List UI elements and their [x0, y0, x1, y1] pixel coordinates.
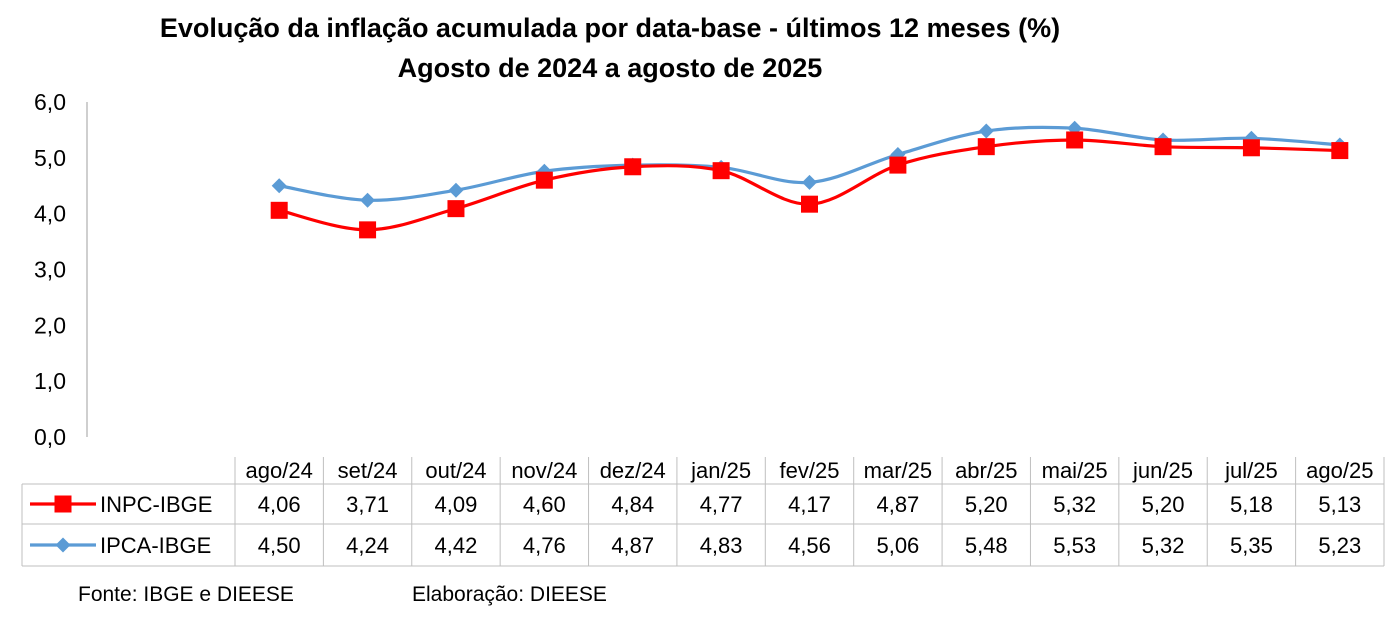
data-value-label: 4,87	[611, 533, 654, 558]
data-value-label: 4,76	[523, 533, 566, 558]
data-point-inpc-ibge	[624, 158, 642, 176]
x-category-label: jul/25	[1224, 458, 1278, 483]
x-category-label: mar/25	[864, 458, 932, 483]
data-value-label: 4,56	[788, 533, 831, 558]
data-value-label: 5,32	[1053, 492, 1096, 517]
data-point-inpc-ibge	[447, 200, 465, 218]
data-value-label: 4,42	[435, 533, 478, 558]
legend-marker-ipca-ibge	[55, 537, 71, 553]
data-point-inpc-ibge	[1066, 131, 1084, 149]
data-value-label: 5,35	[1230, 533, 1273, 558]
y-tick-label: 6,0	[34, 89, 66, 115]
y-tick-label: 5,0	[34, 145, 66, 171]
data-point-inpc-ibge	[270, 201, 288, 219]
x-category-label: dez/24	[600, 458, 666, 483]
x-category-label: out/24	[425, 458, 486, 483]
data-value-label: 4,06	[258, 492, 301, 517]
data-value-label: 4,50	[258, 533, 301, 558]
x-category-label: mai/25	[1042, 458, 1108, 483]
y-tick-label: 4,0	[34, 201, 66, 227]
data-value-label: 5,32	[1142, 533, 1185, 558]
data-value-label: 5,23	[1318, 533, 1361, 558]
y-tick-label: 3,0	[34, 257, 66, 283]
x-category-label: fev/25	[780, 458, 840, 483]
data-point-ipca-ibge	[271, 178, 287, 194]
legend-marker-inpc-ibge	[54, 495, 72, 513]
x-category-label: ago/25	[1306, 458, 1373, 483]
data-value-label: 5,20	[1142, 492, 1185, 517]
legend-label: IPCA-IBGE	[100, 533, 211, 558]
x-category-label: jan/25	[690, 458, 751, 483]
data-value-label: 4,17	[788, 492, 831, 517]
data-point-inpc-ibge	[977, 138, 995, 156]
chart-title: Evolução da inflação acumulada por data-…	[159, 13, 1061, 43]
data-value-label: 4,84	[611, 492, 654, 517]
data-point-inpc-ibge	[359, 221, 377, 239]
data-point-inpc-ibge	[1242, 139, 1260, 157]
legend-label: INPC-IBGE	[100, 492, 212, 517]
data-value-label: 5,06	[876, 533, 919, 558]
elaboration-note: Elaboração: DIEESE	[412, 583, 607, 606]
data-value-label: 5,18	[1230, 492, 1273, 517]
data-value-label: 4,60	[523, 492, 566, 517]
data-value-label: 4,87	[876, 492, 919, 517]
data-point-ipca-ibge	[978, 123, 994, 139]
data-point-inpc-ibge	[889, 156, 907, 174]
y-tick-label: 1,0	[34, 368, 66, 394]
data-point-ipca-ibge	[448, 182, 464, 198]
data-value-label: 5,53	[1053, 533, 1096, 558]
x-category-label: set/24	[338, 458, 398, 483]
data-point-inpc-ibge	[1154, 138, 1172, 156]
data-value-label: 4,77	[700, 492, 743, 517]
data-value-label: 4,24	[346, 533, 389, 558]
chart-subtitle: Agosto de 2024 a agosto de 2025	[397, 53, 823, 83]
data-value-label: 3,71	[346, 492, 389, 517]
data-value-label: 4,09	[435, 492, 478, 517]
y-tick-label: 0,0	[34, 424, 66, 450]
data-value-label: 5,48	[965, 533, 1008, 558]
data-point-ipca-ibge	[360, 192, 376, 208]
data-point-inpc-ibge	[1331, 142, 1349, 160]
data-point-inpc-ibge	[535, 171, 553, 189]
y-tick-label: 2,0	[34, 312, 66, 338]
data-value-label: 5,20	[965, 492, 1008, 517]
data-value-label: 4,83	[700, 533, 743, 558]
data-value-label: 5,13	[1318, 492, 1361, 517]
x-category-label: jun/25	[1132, 458, 1193, 483]
x-category-label: nov/24	[511, 458, 577, 483]
x-category-label: abr/25	[955, 458, 1017, 483]
data-point-inpc-ibge	[801, 195, 818, 213]
data-point-ipca-ibge	[802, 174, 817, 190]
source-note: Fonte: IBGE e DIEESE	[78, 583, 294, 606]
x-category-label: ago/24	[246, 458, 313, 483]
data-point-inpc-ibge	[712, 162, 730, 180]
